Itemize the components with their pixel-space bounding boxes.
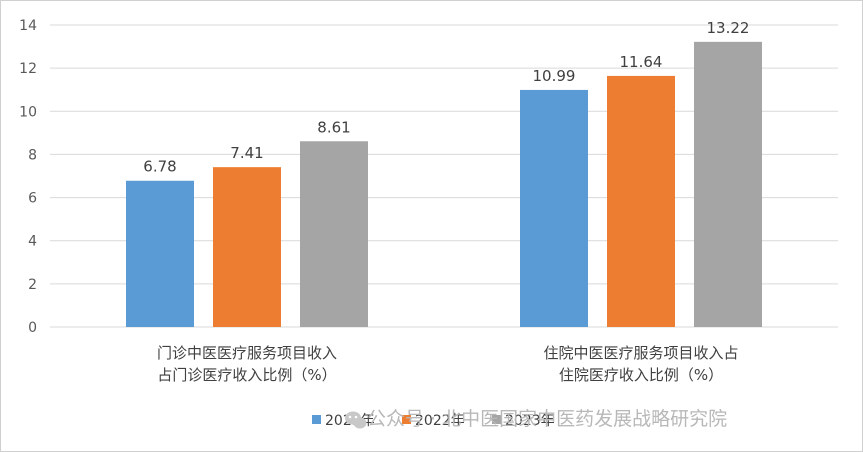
y-tick-label: 2 xyxy=(28,277,37,293)
y-tick-label: 6 xyxy=(28,191,37,207)
bar-2023年-1 xyxy=(694,41,762,327)
legend-label: 2023年 xyxy=(505,413,555,429)
data-label: 11.64 xyxy=(620,53,663,71)
data-label: 10.99 xyxy=(533,67,576,85)
data-label: 13.22 xyxy=(707,19,750,37)
watermark: 公众号 · 北中医国家中医药发展战略研究院 xyxy=(345,408,727,430)
legend-swatch-2022年 xyxy=(402,415,411,424)
watermark-text: 公众号 · 北中医国家中医药发展战略研究院 xyxy=(367,408,727,430)
category-label: 门诊中医医疗服务项目收入 xyxy=(157,344,337,362)
legend-swatch-2023年 xyxy=(492,415,501,424)
bars xyxy=(126,41,762,328)
data-label: 7.41 xyxy=(230,144,263,162)
wechat-icon xyxy=(345,411,367,429)
bar-2022年-0 xyxy=(213,167,281,327)
data-labels: 6.78 7.41 8.61 10.99 11.64 13.22 xyxy=(143,19,749,176)
bar-2021年-1 xyxy=(520,89,588,328)
category-label: 占门诊医疗收入比例（%） xyxy=(157,366,336,384)
y-tick-label: 8 xyxy=(28,147,37,163)
y-tick-label: 0 xyxy=(28,320,37,336)
y-tick-label: 10 xyxy=(19,104,37,120)
y-tick-label: 12 xyxy=(19,61,37,77)
category-label: 住院中医医疗服务项目收入占 xyxy=(543,344,738,362)
bar-2021年-0 xyxy=(126,180,194,327)
legend-label: 2022年 xyxy=(415,413,465,429)
y-tick-label: 14 xyxy=(19,18,37,34)
data-label: 6.78 xyxy=(143,158,176,176)
bar-2022年-1 xyxy=(607,75,675,327)
y-tick-label: 4 xyxy=(28,234,37,250)
y-axis-ticks: 0 2 4 6 8 10 12 14 xyxy=(19,18,37,336)
category-label: 住院医疗收入比例（%） xyxy=(559,366,723,384)
legend-swatch-2021年 xyxy=(312,415,321,424)
data-label: 8.61 xyxy=(317,118,350,136)
bar-2023年-0 xyxy=(300,141,368,327)
